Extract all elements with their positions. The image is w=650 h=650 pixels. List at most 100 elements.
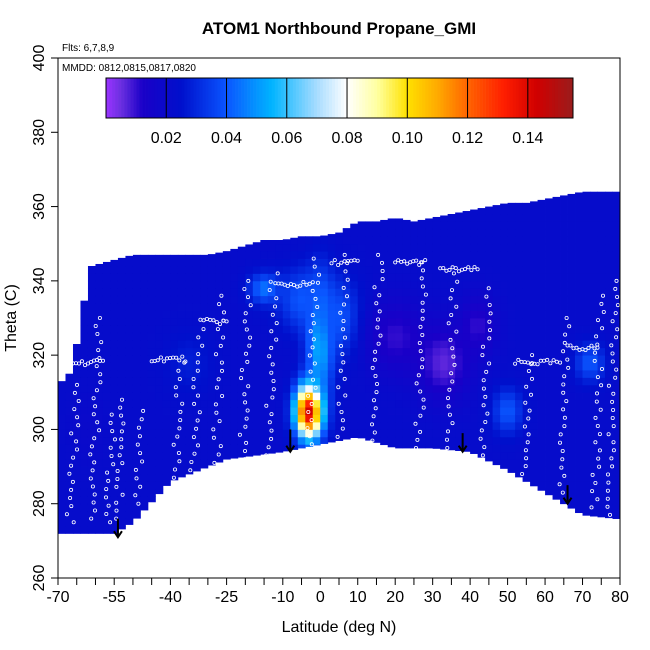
heatmap-cell (612, 273, 621, 282)
sample-point (64, 512, 69, 517)
heatmap-cell (102, 266, 111, 274)
heatmap-cell (455, 236, 464, 245)
colorbar-swatch (383, 78, 387, 118)
heatmap-cell (485, 377, 494, 386)
heatmap-cell (117, 318, 126, 326)
heatmap-cell (522, 444, 531, 453)
sample-point (481, 378, 486, 383)
heatmap-cell (432, 273, 441, 282)
heatmap-cell (312, 399, 321, 408)
sample-point (195, 360, 200, 365)
heatmap-cell (410, 243, 419, 252)
sample-point (610, 351, 615, 356)
heatmap-cell (327, 392, 336, 401)
heatmap-cell (515, 251, 523, 259)
sample-point (135, 442, 140, 447)
sample-point (522, 424, 527, 429)
heatmap-cell (515, 202, 523, 207)
heatmap-cell (207, 295, 216, 304)
heatmap-cell (297, 347, 306, 356)
heatmap-cell (222, 436, 231, 445)
heatmap-cell (170, 254, 179, 259)
heatmap-cell (342, 310, 351, 319)
colorbar-swatch (232, 78, 236, 118)
heatmap-cell (417, 377, 426, 386)
sample-point (526, 432, 531, 437)
heatmap-cell (455, 384, 464, 393)
heatmap-cell (125, 436, 134, 445)
heatmap-cell (192, 340, 201, 349)
heatmap-cell (80, 526, 89, 534)
heatmap-cell (335, 251, 344, 259)
heatmap-cell (560, 362, 568, 371)
heatmap-cell (582, 280, 591, 289)
heatmap-cell (177, 288, 186, 297)
heatmap-cell (597, 199, 606, 207)
sample-point (98, 380, 103, 385)
colorbar-swatch (145, 78, 149, 118)
colorbar-swatch (235, 78, 239, 118)
sample-point (447, 267, 452, 272)
heatmap-cell (470, 266, 479, 274)
heatmap-cell (87, 459, 96, 467)
heatmap-cell (500, 206, 508, 215)
heatmap-cell (537, 251, 546, 259)
sample-point (92, 460, 97, 465)
heatmap-cell (575, 251, 583, 259)
sample-point (610, 319, 615, 324)
colorbar-swatch (301, 78, 306, 118)
heatmap-cell (297, 266, 306, 274)
sample-point (239, 376, 244, 381)
y-tick-label: 260 (31, 565, 48, 592)
colorbar-swatch (112, 78, 116, 118)
heatmap-cell (305, 370, 314, 378)
heatmap-cell (260, 273, 269, 282)
colorbar-swatch (130, 78, 134, 118)
sample-point (214, 320, 219, 325)
heatmap-cell (395, 384, 404, 393)
heatmap-cell (485, 422, 494, 430)
heatmap-cell (492, 399, 501, 408)
heatmap-cell (320, 310, 329, 319)
heatmap-cell (582, 481, 591, 490)
heatmap-cell (410, 273, 419, 282)
heatmap-cell (312, 258, 321, 267)
heatmap-cell (387, 370, 396, 378)
colorbar-swatch (133, 78, 137, 118)
heatmap-cell (372, 370, 381, 378)
heatmap-cell (132, 258, 141, 267)
heatmap-cell (582, 496, 591, 505)
heatmap-cell (230, 325, 239, 334)
heatmap-cell (597, 496, 606, 505)
heatmap-cell (530, 466, 538, 475)
sample-point (77, 361, 82, 366)
heatmap-cell (237, 310, 246, 319)
heatmap-cell (365, 340, 374, 349)
heatmap-cell (530, 481, 538, 487)
heatmap-cell (155, 399, 164, 408)
sample-point (95, 331, 100, 336)
heatmap-cell (552, 347, 561, 356)
heatmap-cell (440, 258, 449, 267)
heatmap-cell (522, 266, 531, 274)
heatmap-cell (417, 414, 426, 423)
heatmap-cell (612, 258, 621, 267)
heatmap-cell (102, 488, 111, 497)
heatmap-cell (140, 414, 149, 423)
heatmap-cell (432, 216, 441, 222)
heatmap-cell (237, 288, 246, 297)
heatmap-cell (507, 392, 516, 401)
heatmap-cell (110, 280, 119, 289)
heatmap-cell (440, 362, 449, 371)
x-tick-label: 10 (349, 589, 367, 606)
heatmap-cell (65, 511, 74, 519)
heatmap-cell (87, 384, 96, 393)
heatmap-cell (222, 303, 231, 311)
heatmap-cell (155, 436, 164, 445)
heatmap-cell (575, 266, 583, 274)
sample-point (520, 471, 525, 476)
heatmap-cell (335, 266, 344, 274)
heatmap-cell (455, 332, 464, 341)
sample-point (133, 467, 138, 472)
heatmap-cell (515, 303, 523, 311)
